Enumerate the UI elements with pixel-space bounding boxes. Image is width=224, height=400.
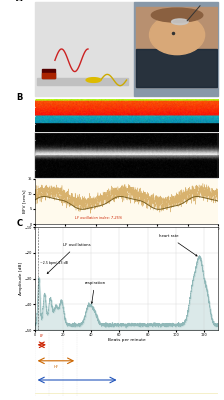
Text: LF: LF (40, 334, 44, 338)
Text: B: B (16, 93, 23, 102)
Bar (37, 78, 128, 85)
Bar (136, 49, 217, 87)
Text: C: C (16, 219, 22, 228)
X-axis label: Beats per minute: Beats per minute (108, 338, 145, 342)
Ellipse shape (150, 15, 205, 55)
Text: LF oscillations: LF oscillations (47, 243, 90, 274)
Text: LF oscillation index: 7.25%: LF oscillation index: 7.25% (75, 216, 122, 220)
Bar (42, 69, 55, 78)
Y-axis label: BFV [cm/s]: BFV [cm/s] (22, 190, 26, 213)
Text: ~2.5 bpm/-23 dB: ~2.5 bpm/-23 dB (40, 261, 68, 265)
Text: heart rate: heart rate (159, 234, 197, 256)
Bar (35, 2, 134, 96)
Text: A: A (16, 0, 23, 4)
Bar (134, 2, 218, 96)
Y-axis label: BFV [cm/s]: BFV [cm/s] (19, 144, 23, 167)
Y-axis label: Amplitude [dB]: Amplitude [dB] (19, 262, 23, 295)
Bar (136, 7, 217, 87)
Text: HF: HF (53, 366, 58, 370)
Ellipse shape (86, 78, 101, 82)
Ellipse shape (151, 8, 203, 22)
X-axis label: Time [s]: Time [s] (118, 232, 135, 236)
Text: respiration: respiration (84, 281, 105, 303)
Ellipse shape (172, 19, 188, 24)
Bar (42, 74, 55, 78)
Y-axis label: Depth [mm]: Depth [mm] (22, 102, 26, 129)
